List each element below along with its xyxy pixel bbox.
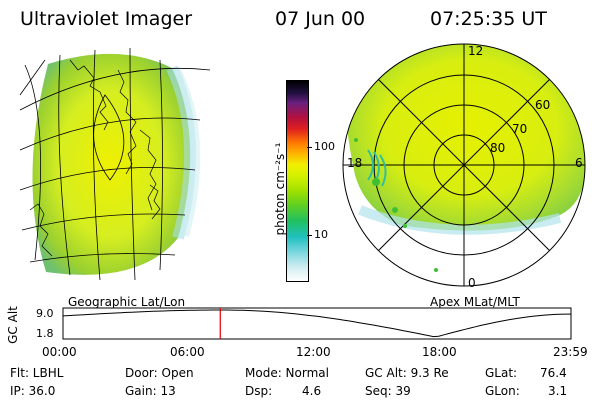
altitude-ylabel: GC Alt [5,306,20,344]
status-gain: Gain: 13 [125,384,176,398]
mlt-label-12: 12 [468,44,484,58]
mlt-label-6: 6 [575,156,583,170]
altitude-series-line [62,309,571,338]
mlat-label-60: 60 [535,98,551,112]
status-dsp-label: Dsp: [245,384,273,398]
mlt-label-0: 0 [468,276,476,290]
altitude-ytick-high: 9.0 [36,307,54,320]
status-dsp-value: 4.6 [302,384,322,398]
colorbar-label-100: 100 [314,140,335,153]
status-door: Door: Open [125,366,194,380]
status-ip: IP: 36.0 [10,384,56,398]
colorbar-tick-10 [307,235,312,236]
status-flt: Flt: LBHL [10,366,64,380]
mlat-label-80: 80 [490,141,506,155]
status-gcalt: GC Alt: 9.3 Re [365,366,449,380]
altitude-xtick-0000: 00:00 [42,345,77,359]
colorbar-unit-label: photon cm⁻²s⁻¹ [273,142,287,236]
geographic-caption: Geographic Lat/Lon [68,295,186,309]
instrument-title: Ultraviolet Imager [20,8,193,30]
altitude-xtick-0600: 06:00 [170,345,205,359]
mlat-label-70: 70 [512,122,528,136]
polar-caption: Apex MLat/MLT [430,295,520,309]
altitude-ytick-low: 1.8 [36,327,54,340]
time-label: 07:25:35 UT [430,8,547,30]
status-glat-value: 76.4 [540,366,567,380]
status-glon-value: 3.1 [548,384,568,398]
altitude-xtick-1200: 12:00 [296,345,331,359]
date-label: 07 Jun 00 [275,8,366,30]
status-glon-label: GLon: [485,384,520,398]
status-mode: Mode: Normal [245,366,329,380]
colorbar [286,80,309,282]
colorbar-tick-100 [307,147,312,148]
status-seq: Seq: 39 [365,384,411,398]
altitude-xtick-2359: 23:59 [553,345,588,359]
status-glat-label: GLat: [485,366,518,380]
altitude-xtick-1800: 18:00 [422,345,457,359]
colorbar-label-10: 10 [314,228,328,241]
mlt-label-18: 18 [347,156,363,170]
